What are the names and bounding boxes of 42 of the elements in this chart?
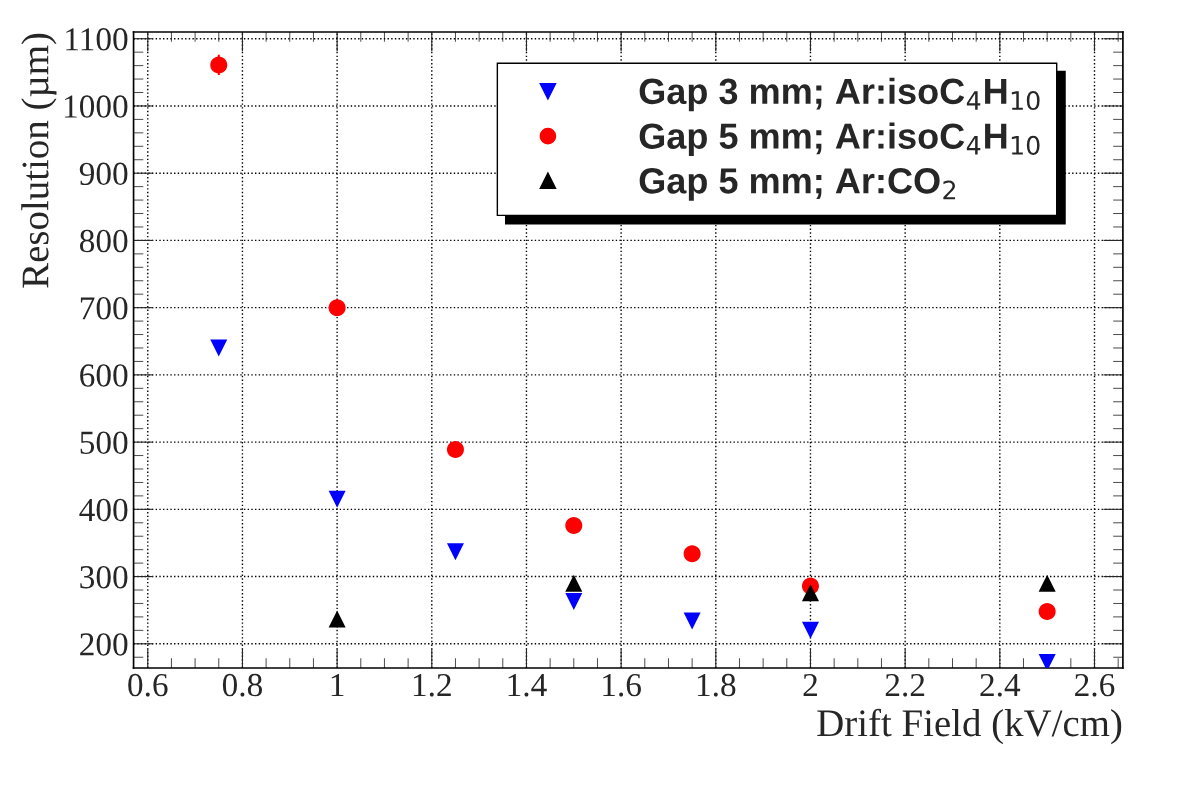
point xyxy=(210,339,228,357)
y-tick-label: 400 xyxy=(79,498,128,522)
y-tick-label: 1000 xyxy=(64,95,128,118)
point xyxy=(446,441,464,459)
y-axis-title: Resolution (µm) xyxy=(21,33,57,288)
legend-label: Gap 5 mm; Ar:isoC$_{4}$H$_{10}$ xyxy=(639,122,1040,157)
x-tick-label: 2.6 xyxy=(1075,673,1115,697)
point xyxy=(1038,603,1056,621)
point xyxy=(565,516,583,534)
y-tick-label: 900 xyxy=(79,162,128,186)
point xyxy=(446,543,464,561)
point xyxy=(565,574,583,592)
y-tick-label: 700 xyxy=(80,297,128,320)
x-tick-label: 0.6 xyxy=(128,673,168,697)
x-tick-label: 2.2 xyxy=(885,673,925,697)
x-tick-label: 1.2 xyxy=(413,673,451,697)
y-tick-label: 1100 xyxy=(66,28,128,51)
x-tick-label: 1.8 xyxy=(697,673,736,697)
point xyxy=(1038,574,1056,592)
y-tick-label: 800 xyxy=(79,229,128,253)
point xyxy=(683,545,701,563)
point xyxy=(210,56,228,74)
y-tick-label: 200 xyxy=(80,633,128,656)
point xyxy=(801,584,819,602)
x-axis-title: Drift Field (kV/cm) xyxy=(817,708,1122,745)
legend-label: Gap 5 mm; Ar:CO$_{2}$ xyxy=(639,168,956,201)
x-tick-label: 1 xyxy=(331,673,344,696)
point xyxy=(565,592,583,610)
legend-label: Gap 3 mm; Ar:isoC$_{4}$H$_{10}$ xyxy=(639,77,1040,112)
y-tick-label: 300 xyxy=(80,565,128,589)
x-tick-label: 1.4 xyxy=(508,673,547,697)
point xyxy=(328,490,346,508)
x-tick-label: 2 xyxy=(803,673,817,696)
y-tick-label: 600 xyxy=(80,364,128,387)
point xyxy=(328,610,346,628)
y-tick-label: 500 xyxy=(80,431,128,454)
x-tick-label: 1.6 xyxy=(603,673,641,697)
x-tick-label: 2.4 xyxy=(980,673,1021,697)
point xyxy=(683,612,701,630)
x-tick-label: 0.8 xyxy=(222,673,262,697)
point xyxy=(328,299,346,317)
point xyxy=(801,621,819,639)
